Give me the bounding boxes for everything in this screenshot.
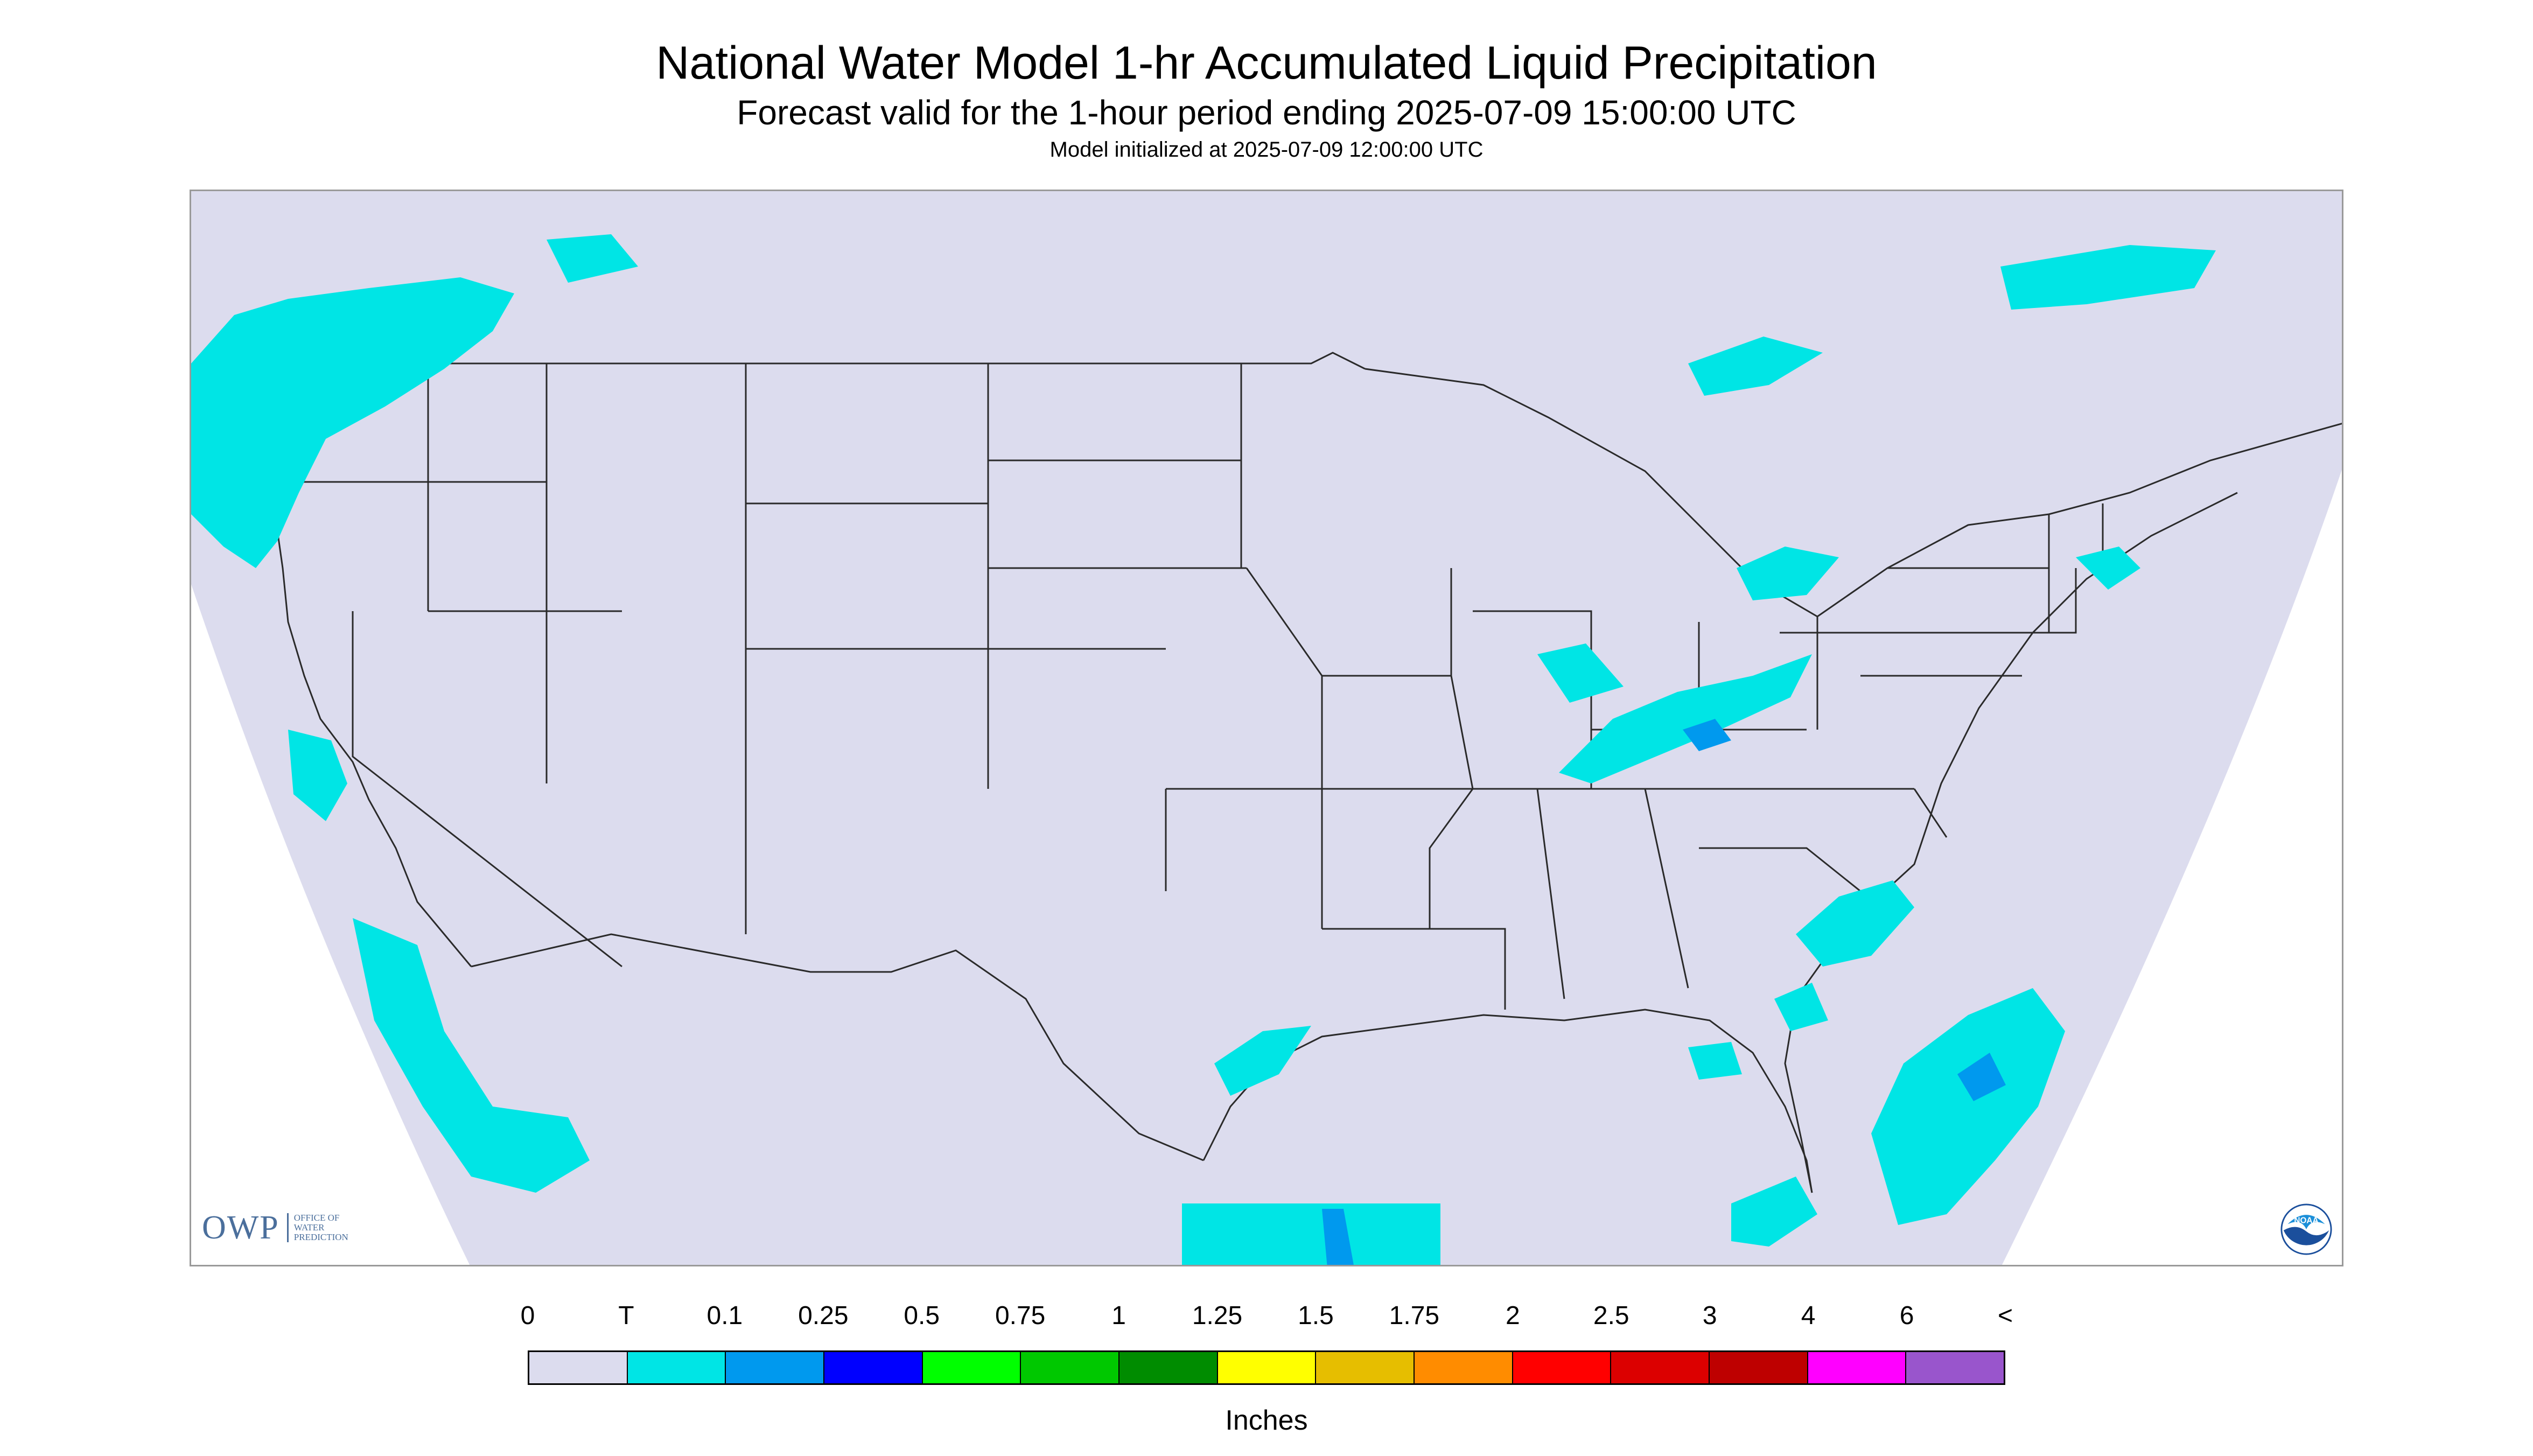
legend-swatch [627, 1352, 726, 1383]
legend-tick-label: 1.5 [1298, 1301, 1334, 1330]
us-canada-border [272, 352, 1366, 370]
owp-logo: OWP OFFICE OF WATER PREDICTION [202, 1203, 359, 1252]
legend-tick-label: 2 [1505, 1301, 1520, 1330]
legend-tick-label: 2.5 [1593, 1301, 1629, 1330]
precip-georgia-coast [1774, 983, 1828, 1031]
precip-light-areas [1322, 719, 2006, 1265]
precip-gulf-south [1182, 1203, 1440, 1265]
precip-light-kentucky [1683, 719, 1731, 751]
legend-swatch [1611, 1352, 1710, 1383]
precip-light-atlantic [1957, 1053, 2006, 1101]
legend-tick-label: 0.5 [904, 1301, 940, 1330]
precipitation-map: OWP OFFICE OF WATER PREDICTION NOAA [190, 190, 2343, 1266]
legend-swatch [1906, 1352, 2004, 1383]
legend-units-label: Inches [1225, 1405, 1308, 1436]
legend-tick-label: T [618, 1301, 634, 1330]
legend-tick-label: 1.75 [1389, 1301, 1440, 1330]
precip-florida-keys [1731, 1177, 1817, 1247]
map-subtitle: Forecast valid for the 1-hour period end… [737, 93, 1796, 132]
precip-light-gulf-band [1322, 1209, 1354, 1265]
legend-tick-label: 0.75 [995, 1301, 1046, 1330]
legend-tick-labels: 0 T 0.1 0.25 0.5 0.75 1 1.25 1.5 1.75 2 2.5 3 4 6 < [521, 1301, 2013, 1333]
precip-quebec-north [2000, 245, 2216, 310]
legend-tick-label: 0 [520, 1301, 535, 1330]
precip-illinois-indiana [1537, 643, 1624, 703]
legend-swatch [1710, 1352, 1808, 1383]
legend-swatch [1513, 1352, 1612, 1383]
legend-tick-label: < [1997, 1301, 2013, 1330]
us-mexico-border [471, 933, 1204, 1161]
legend-tick-label: 0.1 [706, 1301, 743, 1330]
legend-swatch [922, 1352, 1021, 1383]
legend-tick-label: 4 [1801, 1301, 1816, 1330]
precip-california-offshore [353, 918, 590, 1193]
map-title: National Water Model 1-hr Accumulated Li… [656, 37, 1877, 89]
legend-swatch [824, 1352, 923, 1383]
precip-ohio-valley [1559, 654, 1812, 783]
legend-tick-label: 0.25 [798, 1301, 849, 1330]
precip-bc-coast [547, 234, 638, 283]
legend-swatch [1415, 1352, 1513, 1383]
precip-areas [191, 234, 2216, 1265]
legend-swatch [529, 1352, 628, 1383]
precip-atlantic-florida [1871, 988, 2065, 1225]
legend-tick-label: 6 [1899, 1301, 1914, 1330]
model-init-line: Model initialized at 2025-07-09 12:00:00… [1049, 138, 1484, 162]
svg-text:NOAA: NOAA [2294, 1216, 2318, 1225]
state-lines-west [283, 363, 1323, 968]
precip-new-england [2076, 547, 2140, 590]
noaa-logo: NOAA [2280, 1203, 2332, 1255]
precip-florida-panhandle [1688, 1042, 1742, 1080]
legend-tick-label: 3 [1702, 1301, 1717, 1330]
legend-tick-label: 1.25 [1192, 1301, 1243, 1330]
precip-central-california [288, 730, 347, 821]
legend-color-bar [528, 1350, 2005, 1385]
legend-swatch [1217, 1352, 1317, 1383]
precip-ontario [1688, 337, 1823, 396]
precip-carolina-coast [1796, 880, 1914, 967]
precip-texas-coast [1214, 1026, 1311, 1096]
legend-swatch [1021, 1352, 1120, 1383]
legend-swatch [1119, 1352, 1218, 1383]
precip-lake-huron [1737, 547, 1839, 600]
legend-swatch [1808, 1352, 1907, 1383]
legend-swatch [1316, 1352, 1415, 1383]
legend-tick-label: 1 [1111, 1301, 1126, 1330]
state-lines-east [1699, 503, 2104, 892]
map-canvas [191, 191, 2342, 1265]
precip-pacific-northwest [191, 277, 514, 568]
legend-swatch [726, 1352, 825, 1383]
